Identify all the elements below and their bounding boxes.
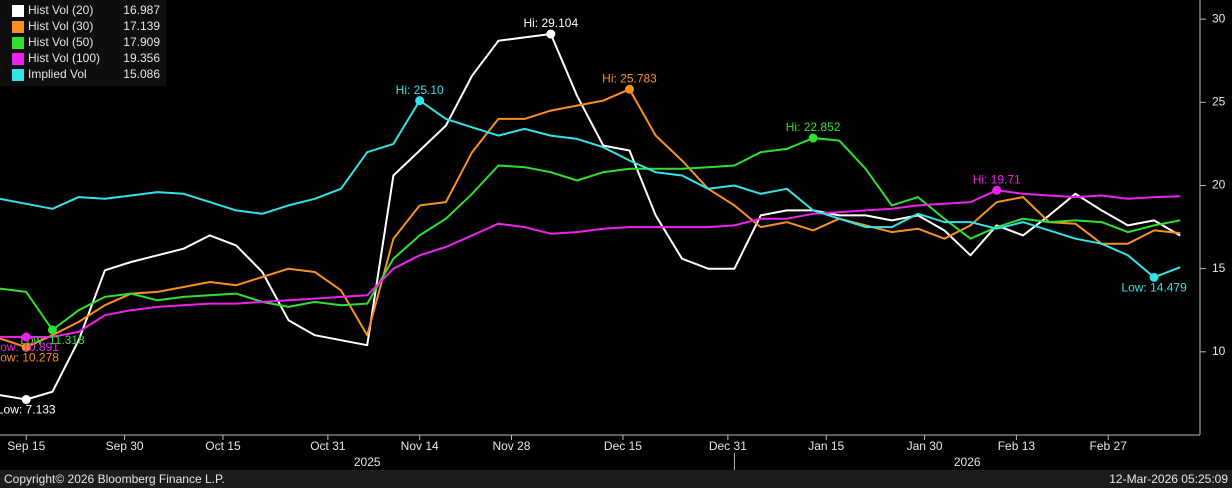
x-tick-label: Feb 27 bbox=[1090, 439, 1128, 453]
y-tick-label: 15 bbox=[1212, 261, 1226, 275]
annotation-marker bbox=[546, 29, 556, 39]
footer-timestamp: 12-Mar-2026 05:25:09 bbox=[1109, 472, 1228, 486]
year-label: 2025 bbox=[354, 455, 381, 469]
series-line bbox=[0, 33, 1181, 401]
annotation-marker bbox=[415, 96, 425, 106]
legend-label: Hist Vol (50) bbox=[28, 35, 93, 49]
footer-bar bbox=[0, 470, 1232, 488]
legend-value: 17.139 bbox=[123, 19, 160, 33]
y-tick-label: 30 bbox=[1212, 11, 1226, 25]
legend-value: 17.909 bbox=[123, 35, 160, 49]
year-label: 2026 bbox=[954, 455, 981, 469]
legend-value: 16.987 bbox=[123, 3, 160, 17]
annotation-label: Low: 10.278 bbox=[0, 350, 59, 364]
legend-box bbox=[0, 0, 166, 86]
plot-area bbox=[0, 33, 1181, 401]
footer-copyright: Copyright© 2026 Bloomberg Finance L.P. bbox=[4, 472, 225, 486]
x-tick-label: Oct 15 bbox=[205, 439, 241, 453]
legend-label: Hist Vol (20) bbox=[28, 3, 93, 17]
legend-label: Implied Vol bbox=[28, 67, 87, 81]
annotation-marker bbox=[808, 133, 818, 143]
y-tick-label: 20 bbox=[1212, 178, 1226, 192]
y-tick-label: 25 bbox=[1212, 94, 1226, 108]
legend-label: Hist Vol (100) bbox=[28, 51, 100, 65]
annotation-marker bbox=[992, 185, 1002, 195]
x-tick-label: Nov 14 bbox=[401, 439, 439, 453]
legend-value: 15.086 bbox=[123, 67, 160, 81]
x-tick-label: Oct 31 bbox=[310, 439, 346, 453]
x-tick-label: Dec 31 bbox=[709, 439, 747, 453]
legend-swatch bbox=[12, 69, 24, 81]
legend-swatch bbox=[12, 37, 24, 49]
x-tick-label: Sep 30 bbox=[106, 439, 144, 453]
annotation-marker bbox=[625, 84, 635, 94]
annotation-marker bbox=[21, 395, 31, 405]
annotation-marker bbox=[21, 342, 31, 352]
annotation-marker bbox=[1149, 272, 1159, 282]
annotation-label: Low: 10.891 bbox=[0, 340, 59, 354]
x-tick-label: Jan 15 bbox=[808, 439, 844, 453]
annotation-label: Hi: 19.71 bbox=[973, 172, 1021, 186]
series-line bbox=[0, 88, 1181, 349]
series-line bbox=[0, 99, 1181, 279]
annotation-label: Hi: 29.104 bbox=[523, 16, 578, 30]
x-tick-label: Dec 15 bbox=[604, 439, 642, 453]
series-line bbox=[0, 137, 1181, 331]
annotation-label: Hi: 25.783 bbox=[602, 71, 657, 85]
annotation-label: Low: 11.318 bbox=[20, 333, 85, 347]
x-tick-label: Feb 13 bbox=[998, 439, 1036, 453]
annotation-label: Low: 14.479 bbox=[1121, 280, 1187, 294]
x-tick-label: Nov 28 bbox=[492, 439, 530, 453]
annotation-label: Hi: 22.852 bbox=[786, 120, 841, 134]
legend-value: 19.356 bbox=[123, 51, 160, 65]
legend-label: Hist Vol (30) bbox=[28, 19, 93, 33]
x-tick-label: Sep 15 bbox=[7, 439, 45, 453]
annotation-marker bbox=[21, 332, 31, 342]
legend-swatch bbox=[12, 21, 24, 33]
series-line bbox=[0, 189, 1181, 338]
annotation-marker bbox=[47, 325, 57, 335]
legend: Hist Vol (20) 16.987 Hist Vol (30) 17.139 Hi… bbox=[0, 0, 166, 86]
annotation-label: Low: 7.133 bbox=[0, 403, 56, 417]
y-tick-label: 10 bbox=[1212, 344, 1226, 358]
annotation-label: Hi: 25.10 bbox=[396, 83, 444, 97]
legend-swatch bbox=[12, 53, 24, 65]
x-tick-label: Jan 30 bbox=[907, 439, 943, 453]
legend-swatch bbox=[12, 5, 24, 17]
